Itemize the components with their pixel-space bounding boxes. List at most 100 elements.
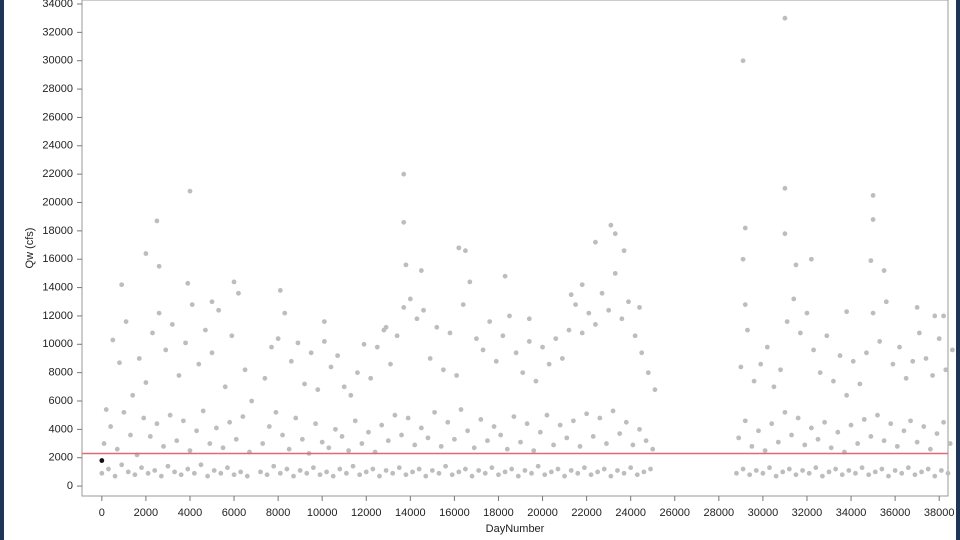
point [912,472,918,478]
point [456,469,462,475]
point [610,408,616,414]
point [789,432,794,438]
point [249,398,255,404]
point [914,439,920,445]
point [526,339,532,344]
point [769,421,775,427]
point [778,367,783,373]
point [103,407,109,412]
point [793,472,799,478]
y-tick-label: 22000 [42,168,73,180]
point [214,425,219,431]
point [121,409,127,415]
point [114,446,120,452]
point [218,470,224,476]
point [802,442,808,448]
point [740,256,746,262]
point [423,473,429,479]
x-tick-label: 34000 [836,507,867,519]
point [209,299,215,305]
x-tick-label: 30000 [748,507,779,519]
point [546,361,552,367]
point [231,472,237,478]
point [513,350,519,356]
point [921,424,927,429]
point [740,58,746,64]
point [570,418,576,424]
point [870,193,876,198]
point [914,305,920,310]
point [866,472,872,478]
point [471,445,477,451]
point [533,378,539,384]
point [745,327,750,333]
point [286,446,292,452]
point [366,429,371,435]
point [875,412,880,418]
point [189,302,195,307]
point [388,361,393,367]
point [139,465,144,471]
point [341,384,347,390]
point [436,470,442,476]
y-tick-label: 8000 [49,367,73,379]
y-tick-label: 10000 [42,338,73,350]
point [626,299,631,305]
point [786,466,792,472]
point [385,438,391,444]
point [529,470,534,476]
point [828,445,834,451]
point [524,421,530,427]
point [429,468,435,473]
y-tick-label: 20000 [42,196,73,208]
point [117,360,122,366]
point [758,361,764,367]
point [853,470,858,476]
point [273,409,279,415]
point [897,344,902,350]
point [850,358,856,364]
point [511,414,517,419]
point [864,350,869,356]
point [156,263,162,269]
point [815,436,821,442]
y-tick-label: 12000 [42,310,73,322]
point [855,441,861,446]
point [269,344,274,350]
point [793,262,799,268]
point [886,473,891,479]
point [791,296,797,302]
point [405,415,411,421]
point [846,468,852,473]
x-tick-label: 12000 [351,507,382,519]
x-tick-label: 18000 [483,507,514,519]
point [606,307,612,313]
y-tick-label: 6000 [49,395,73,407]
point [579,330,585,336]
x-tick-label: 24000 [615,507,646,519]
point [800,468,805,473]
point [407,296,413,302]
point [154,218,160,224]
point [178,472,184,478]
point [806,470,812,476]
point [447,330,453,336]
point [811,347,816,353]
point [335,353,341,359]
point [518,439,523,445]
point [520,370,526,376]
point [844,309,850,315]
point [339,434,345,439]
point [222,384,228,390]
point [158,473,164,479]
point [934,431,940,437]
y-axis-title: Qw (cfs) [24,228,36,269]
point [848,422,854,428]
point [551,442,556,448]
point [888,421,894,427]
point [621,470,627,476]
point [498,432,504,438]
point [330,473,336,479]
